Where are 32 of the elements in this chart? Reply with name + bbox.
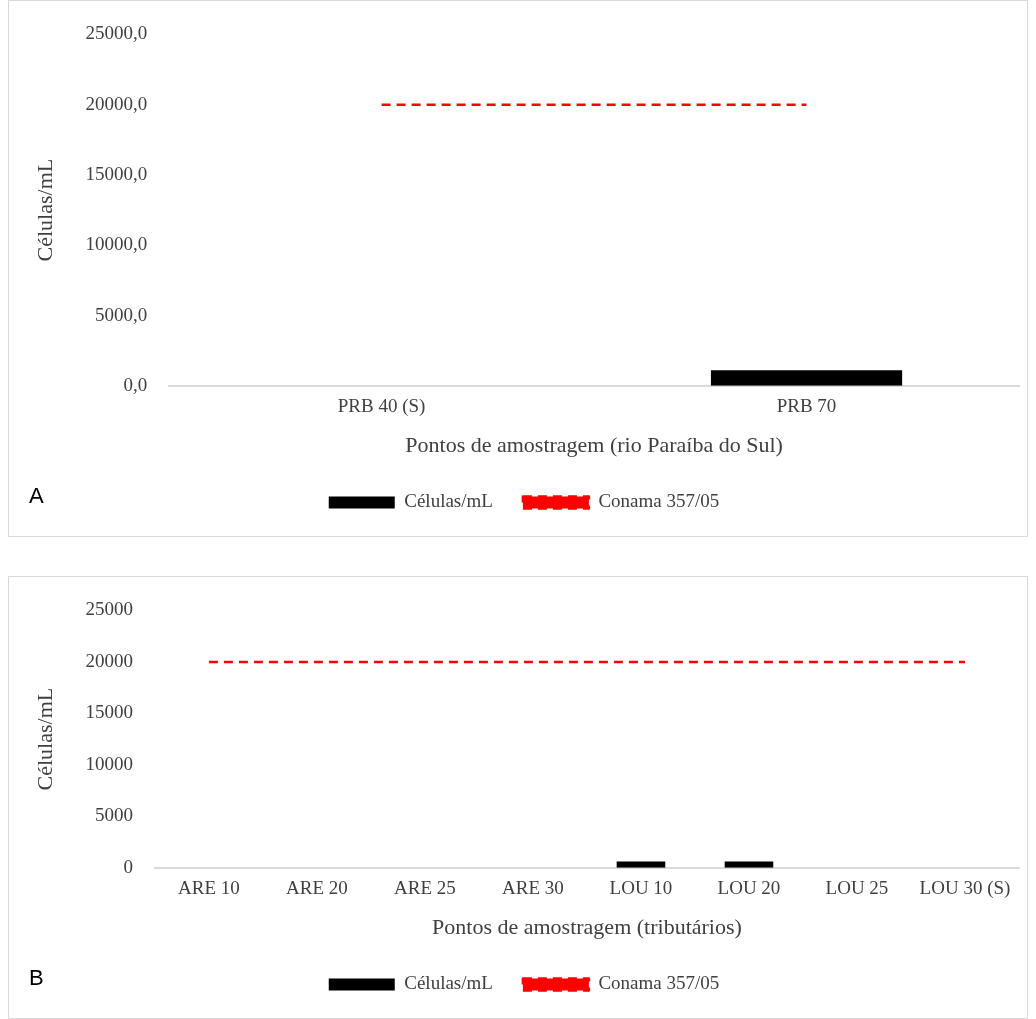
x-tick-label: LOU 10	[609, 877, 673, 899]
legend-label: Células/mL	[404, 490, 493, 512]
y-tick-label: 15000	[85, 701, 133, 723]
y-axis-title: Células/mL	[31, 158, 57, 262]
x-tick-label: ARE 10	[178, 877, 240, 899]
x-tick-label: ARE 20	[286, 877, 348, 899]
x-tick-label: PRB 40 (S)	[337, 395, 426, 418]
x-tick-label: LOU 25	[825, 877, 889, 899]
text: A	[29, 483, 44, 509]
x-tick-label: LOU 30 (S)	[919, 877, 1011, 900]
y-tick-label: 10000	[85, 752, 133, 774]
y-axis-title: Células/mL	[31, 687, 57, 791]
x-axis-title: Pontos de amostragem (tributários)	[432, 913, 742, 939]
y-tick-label: 5000	[94, 804, 133, 826]
y-tick-label: 0,0	[123, 373, 148, 395]
x-tick-label: PRB 70	[776, 395, 837, 417]
x-tick-label: ARE 25	[394, 877, 456, 899]
legend-label: Conama 357/05	[598, 972, 720, 994]
y-tick-label: 5000,0	[94, 303, 148, 325]
y-tick-label: 20000,0	[85, 92, 148, 114]
legend-label: Células/mL	[404, 972, 493, 994]
text: B	[29, 965, 44, 991]
y-tick-label: 15000,0	[85, 162, 148, 184]
x-axis-title: Pontos de amostragem (rio Paraíba do Sul)	[405, 431, 783, 457]
y-tick-label: 0	[123, 855, 133, 877]
y-tick-label: 10000,0	[85, 233, 148, 255]
legend-label: Conama 357/05	[598, 490, 720, 512]
x-tick-label: LOU 20	[717, 877, 781, 899]
y-tick-label: 25000,0	[85, 22, 148, 44]
y-tick-label: 25000	[85, 598, 133, 620]
y-tick-label: 20000	[85, 649, 133, 671]
x-tick-label: ARE 30	[502, 877, 564, 899]
